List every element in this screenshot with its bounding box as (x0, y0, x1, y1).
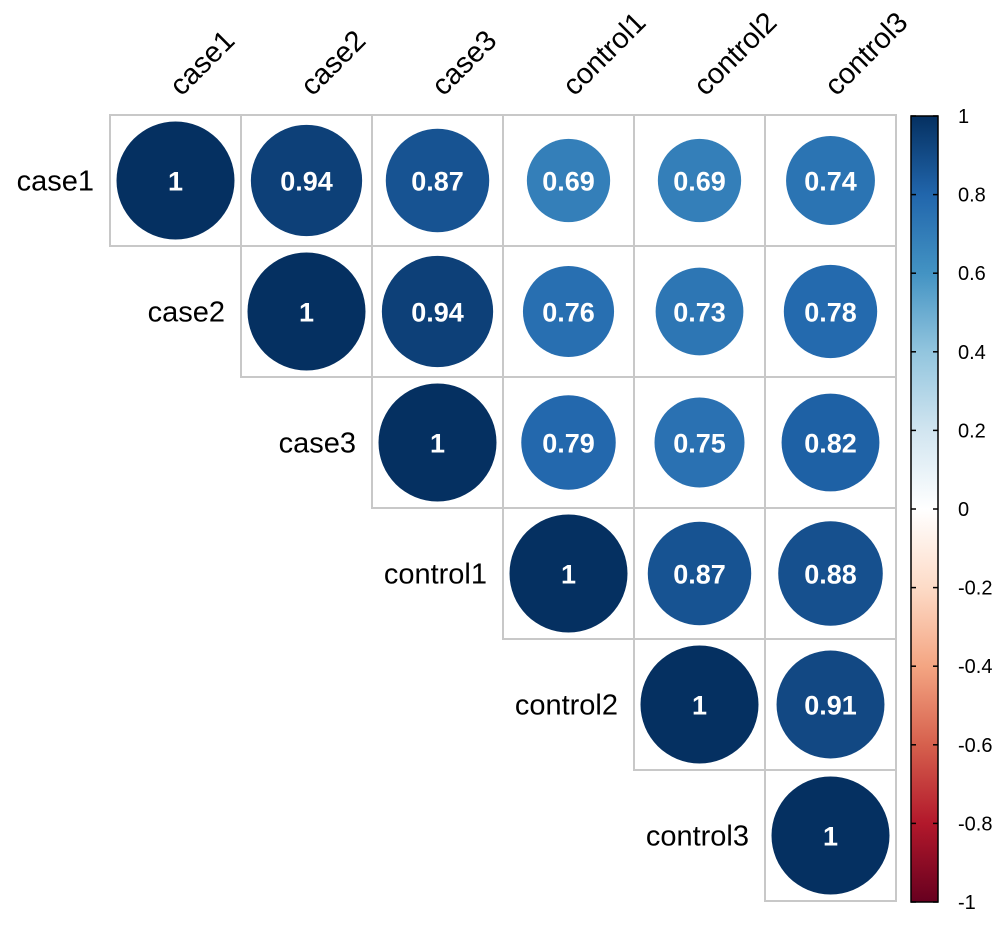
colorbar: 1 0.8 0.6 0.4 0.2 0 -0.2 -0.4 -0.6 -0.8 -1 (910, 106, 992, 914)
colorbar-tick-label: 0 (958, 499, 969, 521)
row-label-case3: case3 (279, 428, 356, 460)
correlation-circle-control2-control3 (776, 650, 885, 759)
colorbar-tick-label: 0.4 (958, 342, 986, 364)
row-label-case2: case2 (148, 297, 225, 329)
cell-value-control1-control1: 1 (561, 560, 576, 590)
correlation-circle-case2-control3 (783, 264, 878, 359)
cell-value-case3-case3: 1 (430, 429, 445, 459)
column-label-control2: control2 (688, 6, 784, 102)
cell-value-case1-case3: 0.87 (411, 167, 464, 197)
correlation-circle-case2-control2 (655, 267, 744, 356)
row-label-control1: control1 (384, 559, 487, 591)
cell-value-case1-control3: 0.74 (804, 167, 857, 197)
cell-value-case1-control2: 0.69 (673, 167, 726, 197)
colorbar-tick-label: -0.2 (958, 578, 992, 600)
correlation-circle-case1-case1 (116, 121, 235, 240)
cell-value-case3-control2: 0.75 (673, 429, 726, 459)
cell-value-case2-control1: 0.76 (542, 298, 595, 328)
column-label-case1: case1 (164, 25, 241, 102)
correlation-circle-case3-control3 (781, 393, 880, 492)
cell-value-control3-control3: 1 (823, 822, 838, 852)
correlation-circle-control2-control2 (640, 645, 759, 764)
correlation-circle-control1-control2 (647, 521, 752, 626)
colorbar-tick-label: -0.4 (958, 656, 992, 678)
cell-value-case2-case2: 1 (299, 298, 314, 328)
cell-value-case2-case3: 0.94 (411, 298, 464, 328)
cell-value-case1-case2: 0.94 (280, 167, 333, 197)
correlation-circle-control3-control3 (771, 776, 890, 895)
correlation-circle-case1-control3 (786, 136, 875, 225)
column-label-case3: case3 (426, 25, 503, 102)
correlation-circle-control1-control1 (509, 514, 628, 633)
correlation-circle-case1-case2 (250, 124, 363, 237)
correlation-circle-case1-control2 (657, 138, 742, 223)
colorbar-tick-label: 0.8 (958, 185, 986, 207)
cell-value-case3-control3: 0.82 (804, 429, 857, 459)
cell-value-control1-control2: 0.87 (673, 560, 726, 590)
cell-value-case2-control3: 0.78 (804, 298, 857, 328)
correlation-circle-case1-control1 (526, 138, 611, 223)
cell-value-control2-control2: 1 (692, 691, 707, 721)
correlation-circle-case3-control1 (521, 395, 616, 490)
row-label-control2: control2 (515, 690, 618, 722)
column-label-control1: control1 (557, 6, 653, 102)
cell-value-control2-control3: 0.91 (804, 691, 857, 721)
cell-value-case2-control2: 0.73 (673, 298, 726, 328)
colorbar-tick-label: 1 (958, 106, 969, 128)
colorbar-tick-label: -1 (958, 892, 976, 914)
correlation-circle-case2-case3 (381, 255, 494, 368)
correlation-cells: 1 0.94 0.87 0.69 0.69 0.74 1 0.94 0.76 0.73 0.78 1 0… (109, 114, 897, 902)
cell-value-case1-case1: 1 (168, 167, 183, 197)
correlation-circle-case2-case2 (247, 252, 366, 371)
cell-value-control1-control3: 0.88 (804, 560, 857, 590)
colorbar-tick-label: 0.6 (958, 263, 986, 285)
colorbar-tick-label: -0.8 (958, 813, 992, 835)
row-label-control3: control3 (646, 821, 749, 853)
row-label-case1: case1 (17, 166, 94, 198)
cell-value-case3-control1: 0.79 (542, 429, 595, 459)
column-label-control3: control3 (819, 6, 915, 102)
correlation-circle-case3-control2 (654, 397, 745, 488)
cell-value-case1-control1: 0.69 (542, 167, 595, 197)
column-label-case2: case2 (295, 25, 372, 102)
correlation-circle-case3-case3 (378, 383, 497, 502)
colorbar-tick-label: 0.2 (958, 420, 986, 442)
correlation-circle-case1-case3 (385, 128, 490, 233)
correlation-circle-case2-control1 (522, 265, 615, 358)
colorbar-tick-label: -0.6 (958, 735, 992, 757)
correlation-circle-control1-control3 (778, 521, 883, 626)
